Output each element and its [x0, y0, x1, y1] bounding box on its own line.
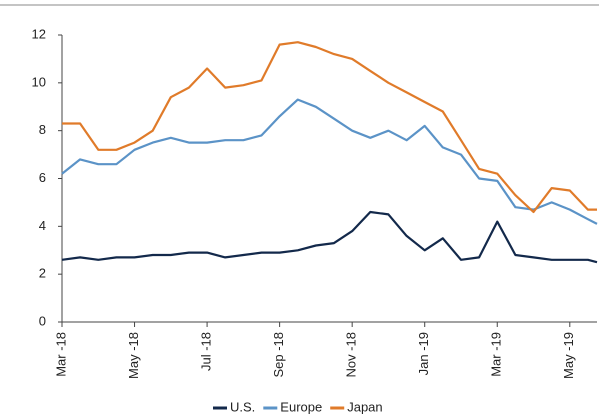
y-tick-label: 8	[39, 122, 46, 137]
legend: U.S. Europe Japan	[213, 399, 383, 414]
y-tick-label: 2	[39, 266, 46, 281]
x-tick-label: Nov -18	[344, 332, 359, 378]
series-line	[61, 210, 598, 264]
y-tick-label: 0	[39, 313, 46, 328]
x-tick-label: May -18	[126, 332, 141, 379]
x-tick-label: Jan -19	[416, 332, 431, 375]
series-line	[62, 41, 597, 214]
legend-label: Europe	[280, 399, 322, 414]
series-line	[61, 98, 598, 225]
y-tick-label: 10	[32, 74, 46, 89]
x-tick-label: Jul -18	[199, 332, 214, 371]
y-tick-label: 4	[39, 218, 46, 233]
x-tick-label: Sep -18	[271, 332, 286, 378]
legend-label: Japan	[347, 399, 382, 414]
y-tick-label: 12	[32, 26, 46, 41]
legend-label: U.S.	[230, 399, 255, 414]
x-tick-label: Mar -18	[53, 332, 68, 377]
x-tick-label: Mar -19	[489, 332, 504, 377]
x-tick-label: May -19	[561, 332, 576, 379]
y-tick-label: 6	[39, 170, 46, 185]
